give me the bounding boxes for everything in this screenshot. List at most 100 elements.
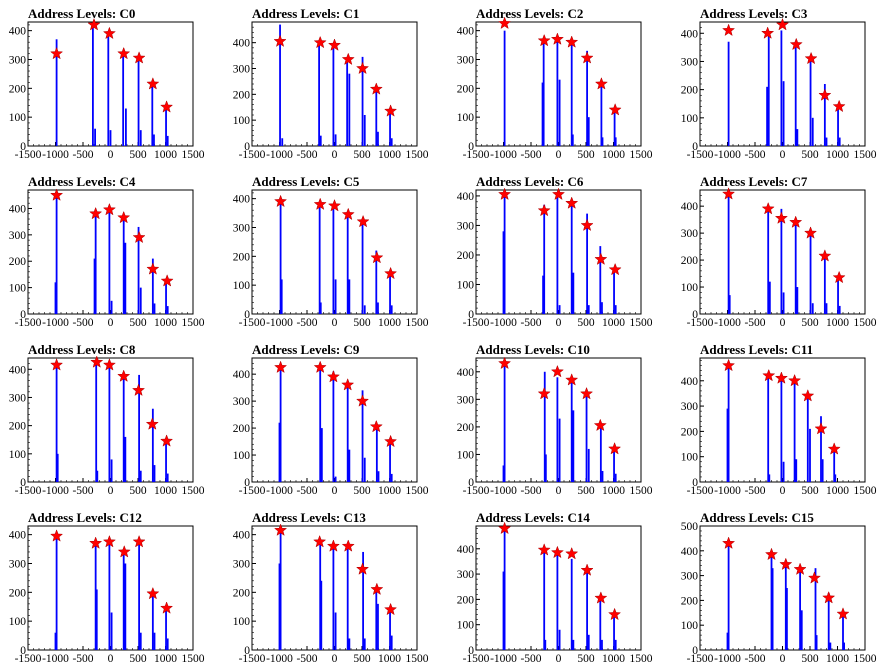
- peak-marker: [370, 250, 384, 264]
- histogram-bar: [572, 639, 575, 650]
- y-tick-label: 0: [20, 645, 26, 657]
- x-tick-label: 0: [556, 653, 562, 665]
- peak-marker: [779, 557, 793, 571]
- histogram-bar: [842, 612, 844, 650]
- histogram-bar: [319, 540, 322, 650]
- histogram-bar: [572, 410, 575, 482]
- histogram-bar: [601, 470, 604, 482]
- peak-marker: [313, 35, 327, 49]
- histogram-bar: [346, 213, 349, 314]
- histogram-bar: [542, 39, 545, 146]
- chart-panel-c9: Address Levels: C9 0 100 200 300 400 -1500 -100…: [224, 336, 448, 504]
- peak-marker: [117, 545, 131, 558]
- chart-svg: 0 100 200 300 400 -1500 -1000 -500 0 500 1000 1500: [233, 357, 429, 497]
- x-tick-label: 1000: [602, 317, 625, 329]
- histogram-bar: [122, 219, 125, 314]
- histogram-bar: [799, 568, 801, 650]
- chart-svg: 0 100 200 300 400 -1500 -1000 -500 0 500 1000 1500: [233, 523, 429, 665]
- histogram-bar: [138, 540, 140, 650]
- peak-marker: [327, 38, 342, 51]
- plot-frame: [475, 357, 642, 483]
- histogram-bar: [838, 305, 841, 314]
- histogram-bar: [558, 418, 561, 482]
- histogram-bar: [390, 635, 393, 650]
- plot-frame: [699, 21, 866, 147]
- x-tick-label: -1000: [266, 149, 293, 161]
- x-tick-label: 1500: [406, 317, 429, 329]
- histogram-bar: [780, 30, 783, 147]
- peak-marker: [102, 358, 116, 371]
- y-tick-label: 400: [457, 26, 475, 38]
- chart-svg: 0 100 200 300 400 -1500 -1000 -500 0 500 1000 1500: [457, 356, 653, 497]
- histogram-bar: [166, 473, 169, 482]
- plot-frame: [27, 21, 194, 147]
- x-tick-label: 500: [129, 149, 147, 161]
- y-tick-label: 100: [681, 282, 699, 294]
- peak-marker: [117, 369, 131, 382]
- chart-title: Address Levels: C11: [700, 342, 814, 357]
- y-tick-label: 300: [457, 220, 475, 232]
- peak-marker: [593, 418, 607, 432]
- y-tick-label: 200: [233, 423, 251, 435]
- peak-marker: [132, 51, 146, 64]
- histogram-bar: [768, 281, 771, 314]
- plot-frame: [475, 189, 642, 315]
- peak-marker: [384, 266, 398, 280]
- x-tick-label: 500: [129, 653, 147, 665]
- chart-title: Address Levels: C5: [252, 174, 360, 189]
- y-tick-label: 0: [692, 645, 698, 657]
- histogram-bar: [784, 560, 787, 650]
- peak-marker: [89, 206, 103, 220]
- peak-marker: [818, 88, 832, 101]
- histogram-bar: [390, 305, 393, 314]
- histogram-bar: [726, 408, 729, 482]
- histogram-bar: [782, 81, 785, 146]
- peak-marker: [793, 562, 807, 575]
- peak-marker: [789, 215, 803, 228]
- histogram-bar: [502, 465, 505, 482]
- y-tick-label: 300: [233, 558, 251, 570]
- y-tick-label: 100: [457, 449, 475, 461]
- peak-marker: [565, 546, 579, 560]
- x-tick-label: 1000: [826, 149, 849, 161]
- histogram-bar: [556, 36, 559, 146]
- x-tick-label: -1500: [687, 485, 714, 497]
- y-tick-label: 400: [9, 26, 27, 38]
- peak-marker: [608, 262, 622, 276]
- histogram-bar: [332, 371, 335, 482]
- histogram-bar: [558, 79, 561, 146]
- peak-marker: [326, 369, 340, 383]
- histogram-bar: [139, 287, 142, 314]
- histogram-bar: [95, 589, 98, 650]
- x-tick-label: -1000: [490, 149, 517, 161]
- x-tick-label: 1000: [602, 149, 625, 161]
- histogram-bar: [110, 300, 113, 314]
- histogram-bar: [334, 612, 337, 650]
- histogram-bar: [56, 453, 59, 482]
- y-tick-label: 200: [457, 594, 475, 606]
- histogram-bar: [796, 287, 799, 314]
- histogram-bar: [334, 476, 337, 482]
- peak-marker: [827, 442, 841, 455]
- y-tick-label: 100: [9, 283, 27, 295]
- histogram-bar: [332, 204, 335, 314]
- y-tick-label: 100: [457, 620, 475, 632]
- x-tick-label: 500: [129, 317, 147, 329]
- histogram-bar: [319, 302, 322, 314]
- y-tick-label: 100: [233, 450, 251, 462]
- peak-marker: [608, 607, 622, 621]
- y-tick-label: 300: [233, 64, 251, 76]
- peak-marker: [498, 16, 512, 30]
- peak-marker: [818, 249, 832, 262]
- histogram-bar: [375, 250, 378, 314]
- histogram-bar: [586, 50, 588, 147]
- peak-marker: [537, 543, 551, 556]
- histogram-bar: [825, 303, 828, 314]
- x-tick-label: -500: [520, 317, 541, 329]
- histogram-bar: [727, 545, 730, 650]
- histogram-bar: [599, 596, 602, 650]
- chart-title: Address Levels: C15: [700, 510, 814, 525]
- chart-title: Address Levels: C7: [700, 174, 808, 189]
- peak-marker: [50, 529, 64, 542]
- histogram-bar: [346, 382, 349, 482]
